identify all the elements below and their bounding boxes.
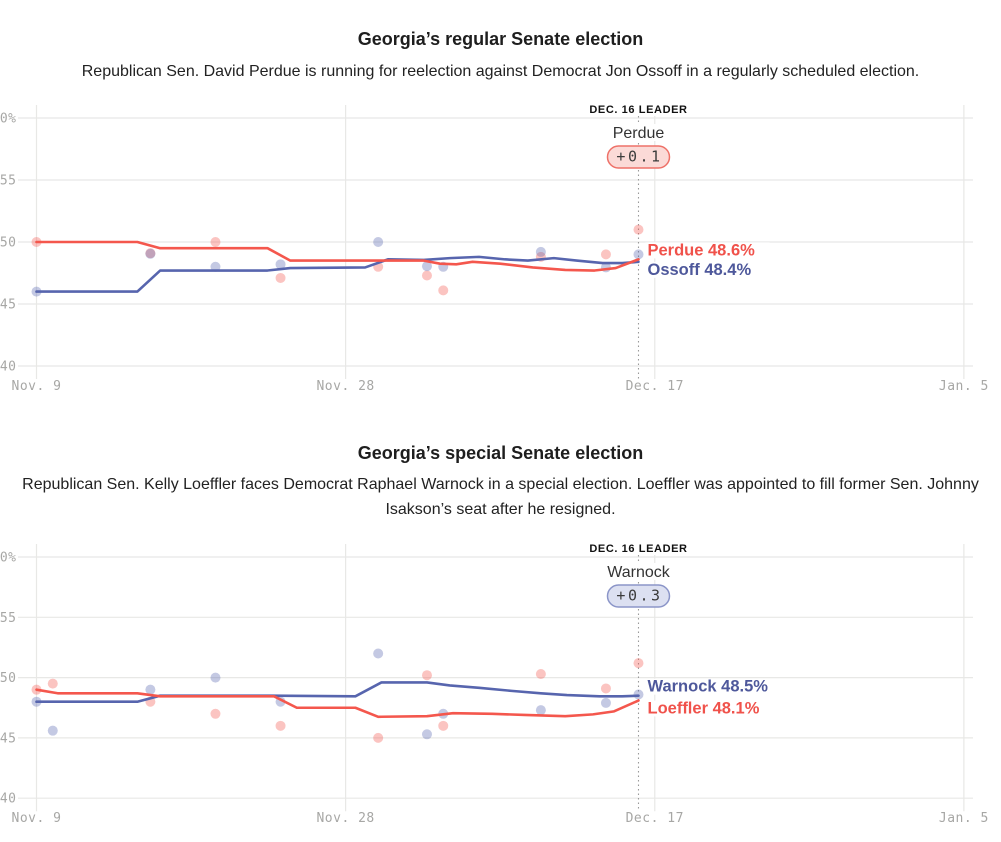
y-axis-tick-label: 40 — [0, 360, 17, 375]
poll-dot-blue — [600, 697, 611, 708]
y-axis-tick-label: 40 — [0, 792, 17, 807]
y-axis-tick-label: 55 — [0, 611, 17, 626]
end-label-bg — [645, 678, 770, 695]
x-axis-tick-label: Jan. 5 — [939, 379, 989, 394]
poll-dot-red — [47, 678, 58, 689]
end-label-ossoff: Ossoff 48.4% — [647, 261, 751, 279]
regular-election-subtitle: Republican Sen. David Perdue is running … — [82, 60, 920, 85]
end-label-bg — [645, 242, 770, 259]
poll-dot-red — [421, 670, 432, 681]
leader-heading: DEC. 16 LEADER — [589, 543, 687, 555]
end-label-warnock: Warnock 48.5% — [647, 678, 768, 696]
y-axis-tick-label: 50 — [0, 671, 17, 686]
poll-dot-red — [438, 285, 449, 296]
trend-line-perdue — [35, 240, 640, 272]
x-axis-tick-label: Nov. 9 — [12, 811, 62, 826]
poll-dot-red — [600, 683, 611, 694]
trend-line-ossoff — [35, 255, 640, 293]
poll-dot-blue — [373, 648, 384, 659]
poll-dot-red — [145, 248, 156, 259]
poll-dot-red — [633, 658, 644, 669]
x-axis-tick-label: Nov. 28 — [316, 379, 374, 394]
y-axis-tick-label: 45 — [0, 298, 17, 313]
special-election-plot: 0% 55 50 45 40 Nov. 9 Nov. 28 Dec. 17 Jan. 5 DEC.… — [0, 542, 989, 826]
x-axis-tick-label: Nov. 28 — [316, 811, 374, 826]
annotation-name-bg — [600, 563, 677, 580]
poll-dot-red — [373, 732, 384, 743]
poll-dot-blue — [373, 237, 384, 247]
y-axis-tick-label: 45 — [0, 731, 17, 746]
x-axis-tick-label: Dec. 17 — [626, 379, 684, 394]
trend-line-loeffler — [35, 688, 640, 719]
leader-margin-pill — [606, 145, 671, 169]
poll-dot-red — [438, 720, 449, 731]
poll-dot-blue — [210, 672, 221, 683]
poll-dot-red — [633, 224, 644, 235]
end-label-bg — [645, 261, 770, 278]
end-label-loeffler: Loeffler 48.1% — [647, 700, 759, 718]
poll-dot-blue — [535, 246, 546, 257]
special-election-subtitle: Republican Sen. Kelly Loeffler faces Dem… — [22, 473, 979, 522]
poll-dot-blue — [535, 705, 546, 716]
poll-dot-blue — [145, 248, 156, 259]
poll-dot-red — [535, 668, 546, 679]
annotation-name-bg — [600, 124, 677, 141]
end-label-perdue: Perdue 48.6% — [647, 241, 755, 259]
poll-dot-red — [210, 708, 221, 719]
subtitle-line: Republican Sen. Kelly Loeffler faces Dem… — [22, 476, 979, 493]
poll-dot-red — [421, 270, 432, 281]
subtitle-line: Isakson’s seat after he resigned. — [385, 500, 616, 518]
poll-dot-blue — [421, 729, 432, 740]
poll-dot-red — [275, 720, 286, 731]
y-axis-tick-label: 0% — [0, 112, 17, 127]
annotation-heading-bg — [586, 103, 691, 116]
leader-heading: DEC. 16 LEADER — [589, 104, 687, 116]
poll-dot-red — [275, 272, 286, 283]
poll-dot-blue — [47, 725, 58, 736]
x-axis-tick-label: Dec. 17 — [626, 811, 684, 826]
leader-margin-pill — [606, 584, 671, 608]
poll-dot-red — [600, 249, 611, 260]
x-axis-tick-label: Jan. 5 — [939, 811, 989, 826]
regular-election-plot: 0% 55 50 45 40 Nov. 9 Nov. 28 Dec. 17 Jan. 5 DEC.… — [0, 103, 989, 394]
poll-dot-blue — [633, 249, 644, 260]
annotation-heading-bg — [586, 542, 691, 555]
poll-dot-blue — [145, 684, 156, 695]
poll-dot-blue — [421, 261, 432, 272]
special-election-title: Georgia’s special Senate election — [357, 443, 644, 463]
poll-dot-blue — [275, 259, 286, 270]
poll-dot-red — [210, 237, 221, 247]
leader-margin-value: +0.3 — [616, 587, 662, 605]
leader-margin-value: +0.1 — [616, 148, 662, 166]
end-label-bg — [645, 700, 770, 717]
y-axis-tick-label: 55 — [0, 174, 17, 189]
leader-name: Perdue — [613, 125, 665, 142]
x-axis-tick-label: Nov. 9 — [12, 379, 62, 394]
leader-name: Warnock — [607, 564, 671, 581]
subtitle-line: Republican Sen. David Perdue is running … — [81, 63, 920, 80]
y-axis-tick-label: 0% — [0, 551, 17, 566]
regular-election-title: Georgia’s regular Senate election — [357, 29, 644, 49]
y-axis-tick-label: 50 — [0, 236, 17, 251]
